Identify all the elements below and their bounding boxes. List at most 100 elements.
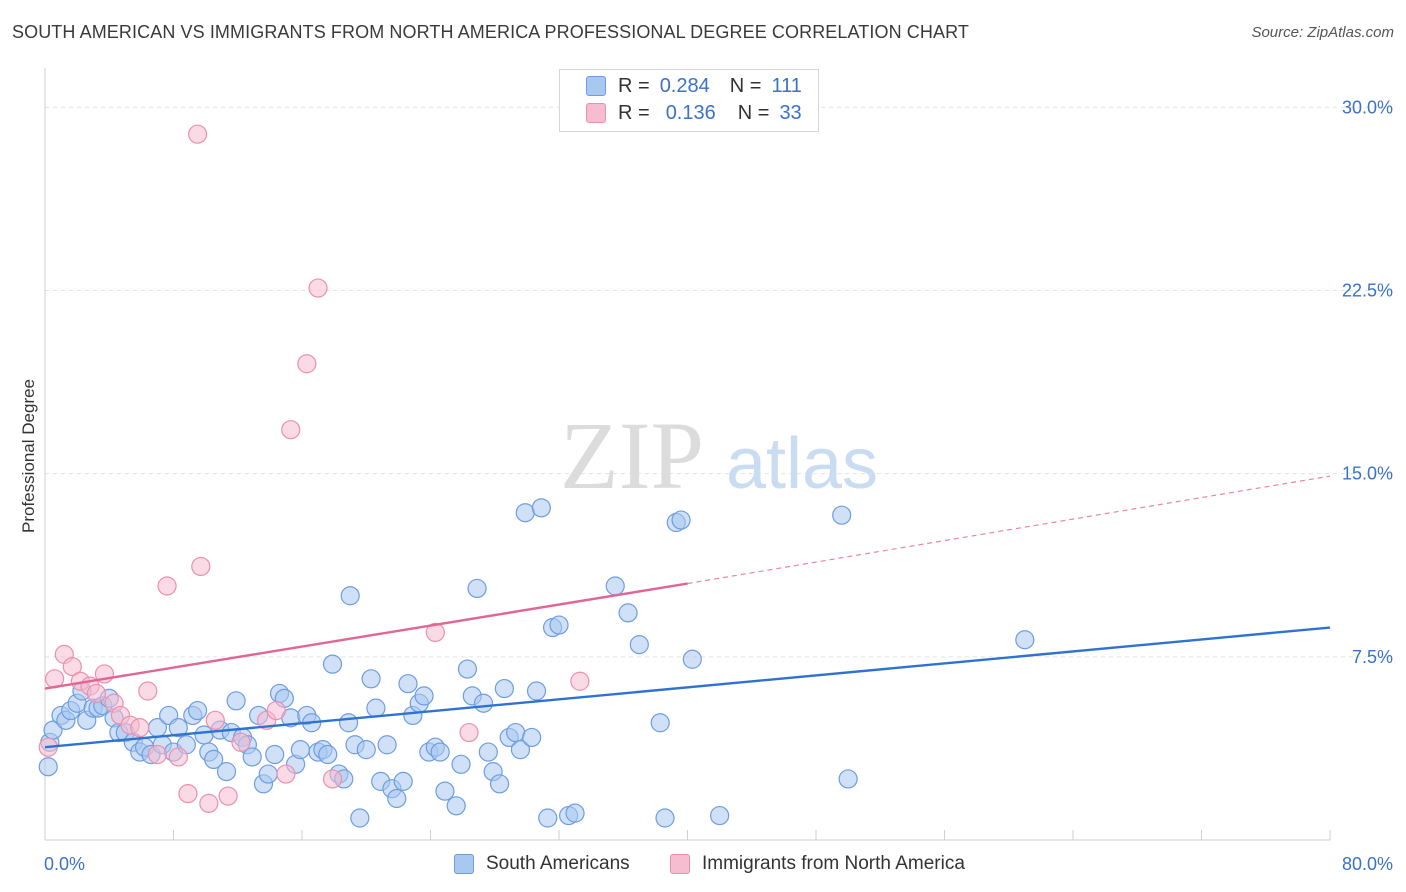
data-point — [297, 354, 317, 374]
data-point — [671, 510, 691, 530]
r-value: 0.284 — [659, 74, 710, 97]
y-tick-label: 7.5% — [1352, 647, 1393, 667]
chart-source: Source: ZipAtlas.com — [1251, 24, 1394, 41]
data-point — [281, 420, 301, 440]
data-point — [565, 803, 585, 823]
data-point — [398, 674, 418, 694]
data-point — [682, 649, 702, 669]
data-point — [308, 278, 328, 298]
data-point — [290, 740, 310, 760]
data-point — [86, 683, 107, 704]
r-label: R = — [618, 101, 650, 124]
data-point — [191, 556, 211, 577]
x-tick-label-max: 80.0% — [1342, 854, 1393, 874]
data-point — [430, 742, 450, 762]
data-point — [265, 744, 285, 765]
data-point — [231, 732, 251, 752]
y-axis-label: Professional Degree — [19, 379, 38, 533]
data-point — [266, 700, 286, 721]
y-tick-label: 22.5% — [1342, 280, 1393, 300]
data-point — [38, 757, 58, 777]
data-point — [425, 622, 445, 643]
data-point — [510, 740, 531, 760]
legend-stats-row-blue: R = 0.284 N = 111 — [560, 74, 802, 98]
data-point — [147, 744, 168, 765]
data-point — [204, 749, 224, 770]
data-point — [366, 698, 386, 718]
data-point — [361, 669, 381, 689]
data-point — [478, 742, 498, 762]
tick-labels: 7.5% 15.0% 22.5% 30.0% 0.0% 80.0% — [44, 97, 1393, 874]
data-point — [356, 740, 376, 760]
watermark: ZIP atlas — [560, 402, 878, 509]
data-point — [435, 781, 455, 801]
data-point — [387, 788, 407, 809]
data-point — [218, 786, 238, 806]
legend-swatch-blue — [586, 76, 606, 96]
data-point — [138, 681, 158, 701]
legend-stats: R = 0.284 N = 111 R = 0.136 N = 33 — [559, 69, 819, 132]
watermark-atlas: atlas — [726, 424, 878, 504]
data-point — [506, 722, 526, 743]
data-point — [618, 603, 638, 623]
data-point — [199, 793, 219, 813]
legend-stats-row-pink: R = 0.136 N = 33 — [560, 101, 802, 125]
data-point — [338, 713, 359, 733]
data-point — [187, 700, 208, 721]
data-point — [414, 686, 434, 706]
y-tick-label: 30.0% — [1342, 97, 1393, 117]
legend-item-south-americans[interactable]: South Americans — [454, 851, 630, 877]
data-point — [242, 747, 262, 767]
data-point — [340, 586, 360, 606]
r-label: R = — [618, 74, 650, 97]
trend-line-immigrants — [44, 582, 688, 690]
x-tick-label-min: 0.0% — [44, 854, 85, 874]
data-point — [187, 124, 208, 144]
data-point — [526, 681, 547, 701]
n-label: N = — [737, 101, 770, 124]
data-point — [322, 654, 343, 674]
legend-swatch-pink — [670, 854, 690, 874]
data-point — [322, 769, 343, 789]
trend-line-immigrants-extension — [687, 475, 1331, 585]
data-point — [205, 710, 225, 730]
data-point — [467, 578, 487, 599]
data-point — [457, 659, 478, 679]
legend-item-immigrants-north-america[interactable]: Immigrants from North America — [670, 851, 965, 877]
data-point — [473, 693, 494, 713]
data-point — [446, 796, 466, 816]
data-point — [258, 764, 278, 784]
y-tick-label: 15.0% — [1342, 464, 1393, 484]
data-point — [655, 808, 675, 828]
data-point — [318, 744, 338, 765]
data-point — [1015, 630, 1035, 650]
data-point — [459, 722, 479, 743]
trend-line-south-americans — [44, 626, 1331, 749]
data-point — [832, 505, 852, 525]
data-point — [549, 615, 569, 635]
watermark-zip: ZIP — [560, 402, 704, 509]
data-point — [168, 718, 188, 738]
data-point — [178, 783, 198, 804]
data-point — [570, 671, 590, 691]
data-point — [62, 656, 82, 677]
data-point — [451, 754, 471, 774]
data-point — [168, 747, 188, 767]
series-immigrants-north-america — [38, 124, 590, 813]
data-point — [515, 503, 535, 523]
chart-title: SOUTH AMERICAN VS IMMIGRANTS FROM NORTH … — [12, 22, 969, 42]
data-point — [130, 718, 150, 738]
data-point — [226, 691, 246, 711]
r-value: 0.136 — [665, 101, 716, 124]
data-point — [157, 576, 177, 596]
series-south-americans — [38, 498, 1035, 828]
data-point — [629, 635, 649, 655]
n-value: 111 — [771, 74, 802, 97]
data-point — [350, 808, 370, 828]
axes — [44, 68, 1331, 841]
data-point — [194, 725, 214, 745]
n-label: N = — [729, 74, 762, 97]
data-point — [377, 735, 397, 755]
grid-lines — [45, 106, 1392, 658]
